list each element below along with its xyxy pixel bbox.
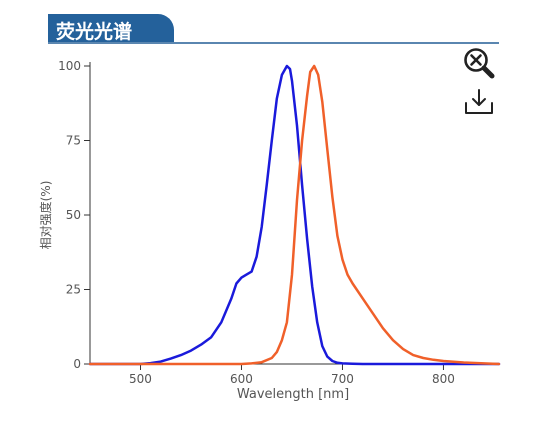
section-title: 荧光光谱 [56, 21, 133, 43]
y-tick-label: 0 [73, 357, 81, 371]
y-axis-label: 相对强度(%) [38, 181, 53, 250]
y-tick-label: 50 [66, 208, 81, 222]
zoom-reset-icon [464, 48, 495, 79]
y-tick-label: 75 [66, 134, 81, 148]
series-1-line [88, 64, 501, 366]
y-tick-label: 25 [66, 283, 81, 297]
reset-zoom-button[interactable] [462, 46, 496, 80]
x-tick-label: 500 [129, 372, 152, 386]
axes: 0 25 50 75 100 500 600 700 800 [58, 59, 499, 386]
section-header: 荧光光谱 [48, 14, 499, 44]
series-layer [88, 64, 501, 366]
download-button[interactable] [462, 86, 496, 120]
x-tick-label: 600 [230, 372, 253, 386]
section-tab: 荧光光谱 [48, 14, 174, 43]
x-axis-label: Wavelength [nm] [237, 387, 349, 402]
series-2-line [88, 64, 501, 366]
x-tick-label: 700 [331, 372, 354, 386]
y-tick-label: 100 [58, 59, 81, 73]
download-icon [465, 89, 493, 114]
x-tick-label: 800 [432, 372, 455, 386]
section-divider [48, 42, 499, 44]
